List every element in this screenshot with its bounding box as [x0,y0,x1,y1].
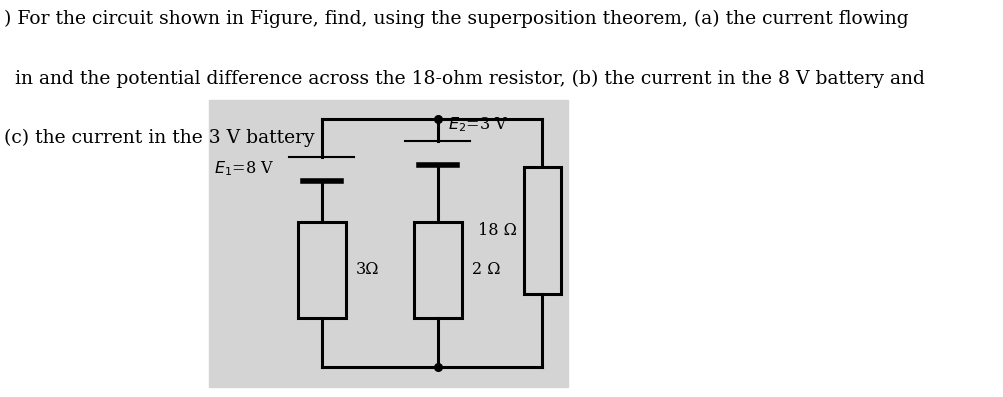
Text: $E_1$=8 V: $E_1$=8 V [215,159,275,178]
Text: in and the potential difference across the 18-ohm resistor, (b) the current in t: in and the potential difference across t… [15,69,925,88]
Text: 18 Ω: 18 Ω [477,222,517,239]
Text: $E_2$=3 V: $E_2$=3 V [447,116,508,135]
Bar [210,100,568,387]
Text: 2 Ω: 2 Ω [471,262,500,278]
Bar [413,222,461,318]
Text: 3Ω: 3Ω [356,262,379,278]
Text: ) For the circuit shown in Figure, find, using the superposition theorem, (a) th: ) For the circuit shown in Figure, find,… [4,10,908,28]
Text: (c) the current in the 3 V battery: (c) the current in the 3 V battery [4,129,315,147]
Bar [298,222,345,318]
Bar [523,167,561,294]
